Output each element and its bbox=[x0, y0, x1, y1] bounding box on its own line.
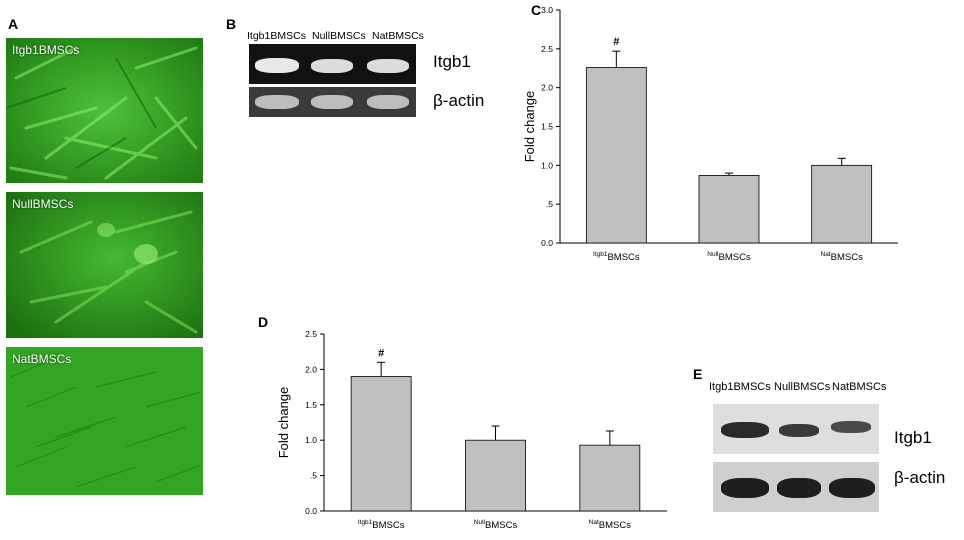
panel-b-band-actin-2 bbox=[311, 95, 353, 109]
chart-d-bar bbox=[350, 376, 412, 512]
micrograph-nat-label: NatBMSCs bbox=[12, 352, 72, 366]
panel-e-band-actin-1 bbox=[721, 478, 769, 498]
chart-d-y-tick-label: 1.0 bbox=[305, 435, 317, 445]
chart-c-y-axis-label: Fold change bbox=[522, 91, 537, 163]
chart-c-bar bbox=[811, 164, 873, 244]
chart-c: 0.0 .5 1.0 1.5 2.0 2.5 3.0 Fold change # Itgb1BMS… bbox=[522, 5, 898, 263]
panel-e-band-actin-2 bbox=[777, 478, 821, 498]
chart-c-y-tick-label: 2.0 bbox=[541, 83, 553, 93]
panel-e-lane-1: Itgb1BMSCs bbox=[709, 381, 771, 393]
panel-b-lane-2: NullBMSCs bbox=[312, 30, 366, 42]
micrograph-nat: NatBMSCs bbox=[6, 347, 203, 495]
panel-e-letter: E bbox=[693, 366, 703, 382]
panel-b-band-actin-3 bbox=[367, 95, 409, 109]
chart-d-significance-mark: # bbox=[378, 347, 384, 359]
panel-e-row-itgb1: Itgb1 bbox=[894, 428, 932, 447]
chart-c-category-label: NatBMSCs bbox=[821, 251, 864, 263]
panel-d-letter: D bbox=[258, 314, 269, 330]
chart-c-category-label: NullBMSCs bbox=[707, 251, 751, 263]
micrograph-null-image bbox=[6, 192, 203, 338]
micrograph-nat-image bbox=[6, 347, 203, 495]
chart-d-bar bbox=[465, 439, 526, 512]
micrograph-itgb1-label: Itgb1BMSCs bbox=[12, 43, 80, 57]
panel-b-gel-actin bbox=[249, 87, 416, 117]
micrograph-itgb1: Itgb1BMSCs bbox=[6, 38, 203, 183]
panel-e-lane-3: NatBMSCs bbox=[832, 381, 887, 393]
panel-e-band-itgb1-2 bbox=[779, 424, 819, 437]
chart-d-category-label: NullBMSCs bbox=[474, 519, 518, 531]
chart-d-y-tick-label: 2.0 bbox=[305, 364, 317, 374]
panel-b-letter: B bbox=[226, 16, 237, 32]
chart-d: 0.0 .5 1.0 1.5 2.0 2.5 Fold change # Itgb1BMSCs N… bbox=[276, 329, 667, 531]
chart-c-y-tick-label: 1.5 bbox=[541, 122, 553, 132]
chart-d-y-tick-label: 2.5 bbox=[305, 329, 317, 339]
chart-c-category-label: Itgb1BMSCs bbox=[593, 251, 640, 263]
chart-c-y-tick-label: 1.0 bbox=[541, 160, 553, 170]
chart-d-category-label: Itgb1BMSCs bbox=[358, 519, 405, 531]
panel-c-letter: C bbox=[531, 2, 542, 18]
panel-e-row-actin: β-actin bbox=[894, 468, 946, 487]
panel-b-band-actin-1 bbox=[255, 95, 299, 109]
panel-b-row-itgb1: Itgb1 bbox=[433, 52, 471, 71]
chart-c-y-tick-label: .5 bbox=[546, 199, 553, 209]
panel-e-band-actin-3 bbox=[829, 478, 875, 498]
chart-c-significance-mark: # bbox=[613, 36, 619, 48]
chart-d-y-tick-label: 1.5 bbox=[305, 400, 317, 410]
micrograph-null: NullBMSCs bbox=[6, 192, 203, 338]
panel-b-gel-itgb1 bbox=[249, 44, 416, 84]
chart-d-category-label: NatBMSCs bbox=[589, 519, 632, 531]
panel-b-lane-1: Itgb1BMSCs bbox=[247, 30, 306, 42]
panel-b-band-itgb1-3 bbox=[367, 59, 409, 73]
chart-c-bar bbox=[698, 175, 760, 244]
panel-e-lane-2: NullBMSCs bbox=[774, 381, 831, 393]
chart-d-y-tick-label: 0.0 bbox=[305, 506, 317, 516]
panel-e-band-itgb1-3 bbox=[831, 421, 871, 433]
chart-c-y-tick-label: 0.0 bbox=[541, 238, 553, 248]
chart-c-y-tick-label: 2.5 bbox=[541, 44, 553, 54]
panel-b-band-itgb1-1 bbox=[255, 58, 299, 73]
panel-a-letter: A bbox=[8, 16, 19, 32]
chart-c-bar bbox=[585, 67, 647, 244]
chart-c-y-tick-label: 3.0 bbox=[541, 5, 553, 15]
micrograph-itgb1-image bbox=[6, 38, 203, 183]
panel-b-row-actin: β-actin bbox=[433, 91, 485, 110]
panel-e-band-itgb1-1 bbox=[721, 422, 769, 438]
chart-d-y-axis-label: Fold change bbox=[276, 387, 291, 459]
panel-b-lane-3: NatBMSCs bbox=[372, 30, 424, 42]
panel-e-blot-itgb1 bbox=[713, 404, 879, 454]
micrograph-null-label: NullBMSCs bbox=[12, 197, 74, 211]
panel-b-band-itgb1-2 bbox=[311, 59, 353, 73]
chart-d-y-tick-label: .5 bbox=[310, 471, 317, 481]
chart-d-bar bbox=[579, 444, 641, 512]
panel-e-blot-actin bbox=[713, 462, 879, 512]
